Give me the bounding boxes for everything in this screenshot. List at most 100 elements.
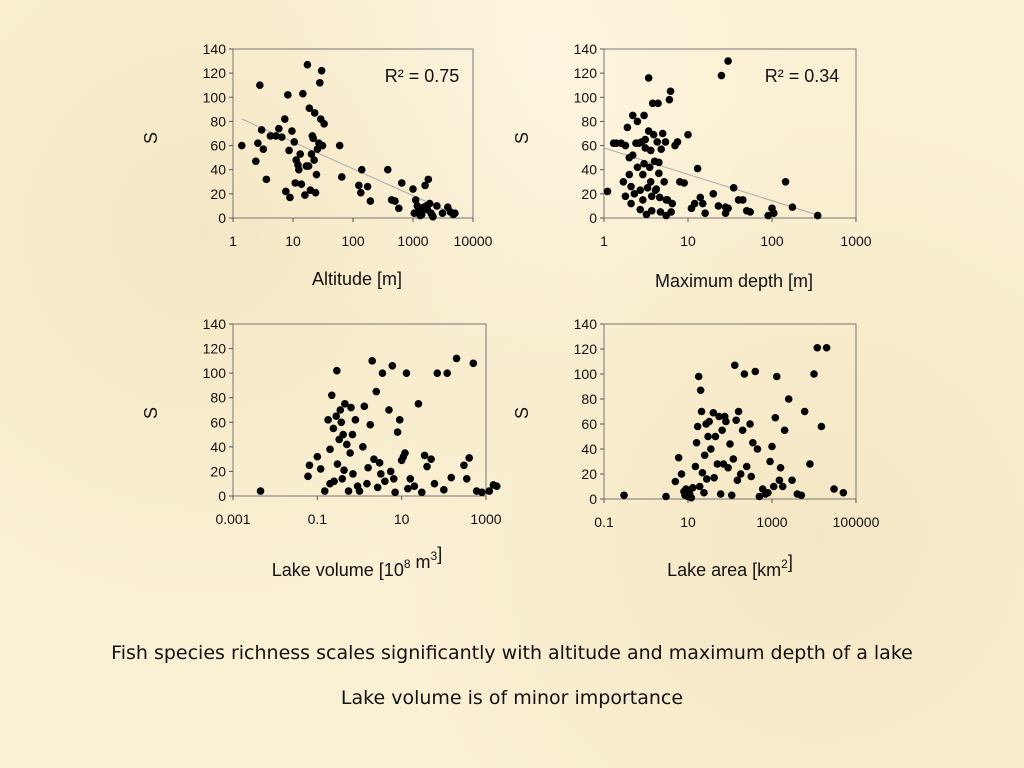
chart4-point	[710, 473, 718, 482]
chart3-xtick-label: 0.1	[308, 511, 328, 527]
chart4-point	[724, 463, 732, 472]
chart1-point	[395, 204, 403, 213]
chart4-ylabel: S	[512, 407, 532, 419]
chart1-ytick-label: 100	[203, 89, 227, 105]
chart3-point	[349, 470, 357, 478]
chart4-ytick-label: 120	[574, 341, 598, 357]
chart4-point	[722, 417, 730, 426]
chart1-point	[275, 124, 283, 133]
chart1-point	[425, 199, 434, 208]
chart4-point	[822, 343, 831, 352]
chart3-point	[393, 428, 402, 436]
chart4-point	[813, 343, 822, 352]
chart2-point	[714, 202, 723, 210]
chart1-point	[366, 197, 375, 205]
chart3-point	[465, 454, 474, 462]
chart4-point	[700, 488, 708, 497]
chart2-point	[684, 130, 692, 139]
chart1-point	[318, 141, 327, 150]
chart2-point	[625, 170, 634, 179]
chart1-point	[411, 196, 420, 204]
chart1-point	[310, 156, 318, 164]
chart4-ytick-label: 80	[581, 391, 597, 407]
chart3-point	[485, 487, 494, 495]
chart4-point	[733, 476, 742, 485]
chart2-point	[646, 177, 655, 186]
chart4-point	[729, 455, 738, 463]
chart2-point	[642, 210, 651, 219]
chart2-point	[652, 185, 661, 193]
chart2-point	[661, 138, 670, 146]
chart2-point	[693, 164, 702, 173]
chart2-point	[633, 163, 642, 172]
chart1-ytick-label: 20	[210, 186, 226, 202]
chart4-point	[688, 483, 697, 492]
chart2-point	[690, 199, 699, 208]
chart3-point	[347, 403, 355, 412]
chart3-point	[332, 412, 340, 420]
chart4-point	[734, 407, 743, 416]
chart4-point	[830, 485, 838, 493]
chart3-point	[348, 430, 357, 439]
chart4-plot-area	[603, 323, 857, 500]
chart2-point	[769, 209, 778, 217]
chart3-point	[410, 482, 419, 490]
chart4-point	[742, 462, 751, 471]
chart2-point	[696, 193, 705, 202]
chart1-point	[259, 145, 268, 153]
chart2-point	[724, 204, 732, 213]
chart3-point	[391, 488, 399, 497]
chart4-point	[726, 440, 734, 448]
chart3-point	[381, 477, 389, 486]
chart4-point	[776, 463, 785, 472]
chart1-point	[451, 209, 459, 217]
chart4-point	[620, 491, 628, 500]
chart3-point	[366, 420, 375, 429]
chart4-point	[698, 468, 707, 477]
chart4-point	[755, 492, 764, 501]
chart4-point	[772, 372, 781, 381]
chart2-point	[660, 177, 668, 186]
chart4-xtick-label: 10	[680, 514, 696, 530]
chart3-point	[336, 406, 345, 414]
chart1-point	[409, 185, 417, 193]
chart3-point	[423, 462, 431, 471]
chart1-xtick-label: 10	[285, 233, 301, 249]
chart4-point	[788, 476, 796, 485]
chart2-point	[655, 169, 663, 178]
chart3-point	[395, 416, 404, 424]
chart1-point	[357, 188, 365, 197]
chart3-point	[316, 465, 325, 473]
chart3: 0 20 40 60 80 100 120 140 0.001 0.1 10 1000 S Lake vo…	[141, 316, 502, 580]
chart4-point	[671, 477, 680, 486]
chart3-point	[346, 449, 354, 457]
chart2-point	[628, 151, 637, 160]
chart1-point	[335, 141, 344, 150]
chart3-point	[373, 483, 382, 492]
chart3-ytick-label: 0	[218, 488, 226, 504]
chart3-point	[375, 459, 384, 467]
chart3-point	[327, 391, 336, 400]
chart1-xtick-label: 1000	[397, 233, 428, 249]
chart2-point	[619, 177, 628, 186]
chart1-point	[309, 134, 317, 143]
chart2-ytick-label: 60	[581, 138, 597, 154]
chart2-point	[673, 138, 682, 146]
chart1-xlabel: Altitude [m]	[312, 269, 402, 289]
chart3-ytick-label: 140	[203, 316, 227, 332]
chart2-ytick-label: 20	[581, 186, 597, 202]
chart2-point	[724, 57, 732, 65]
chart3-point	[320, 487, 329, 495]
chart1-point	[295, 165, 303, 174]
chart2-point	[633, 117, 642, 126]
chart4-point	[732, 416, 740, 425]
chart2-point	[813, 211, 822, 220]
chart2-xtick-label: 100	[760, 233, 784, 249]
chart1-ytick-label: 40	[210, 162, 226, 178]
chart3-point	[406, 475, 415, 483]
chart1-ytick-label: 140	[203, 41, 227, 57]
chart3-xtick-label: 10	[394, 511, 410, 527]
chart2-point	[666, 87, 675, 96]
chart3-point	[256, 487, 265, 495]
